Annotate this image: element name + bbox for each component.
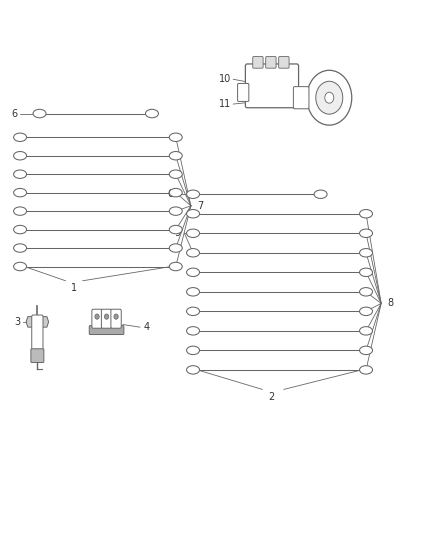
Circle shape [325, 92, 334, 103]
Polygon shape [26, 317, 49, 327]
Circle shape [307, 70, 352, 125]
Ellipse shape [169, 244, 182, 252]
FancyBboxPatch shape [32, 315, 43, 352]
Ellipse shape [14, 133, 27, 141]
Text: 3: 3 [14, 317, 20, 327]
FancyBboxPatch shape [31, 349, 44, 362]
Ellipse shape [360, 346, 372, 354]
FancyBboxPatch shape [266, 56, 276, 68]
Ellipse shape [14, 207, 27, 215]
Ellipse shape [14, 170, 27, 179]
Ellipse shape [360, 307, 372, 316]
Text: 7: 7 [198, 201, 204, 211]
Ellipse shape [187, 190, 200, 198]
Text: 10: 10 [219, 74, 231, 84]
Text: 6: 6 [11, 109, 18, 118]
Ellipse shape [187, 366, 200, 374]
Ellipse shape [14, 225, 27, 234]
Ellipse shape [360, 209, 372, 218]
Ellipse shape [187, 307, 200, 316]
Ellipse shape [187, 229, 200, 238]
Ellipse shape [360, 288, 372, 296]
FancyBboxPatch shape [237, 84, 249, 101]
Ellipse shape [145, 109, 159, 118]
Ellipse shape [360, 229, 372, 238]
Text: 8: 8 [388, 298, 394, 309]
Ellipse shape [33, 109, 46, 118]
Ellipse shape [169, 262, 182, 271]
Text: 2: 2 [268, 392, 274, 402]
Ellipse shape [14, 151, 27, 160]
Ellipse shape [187, 248, 200, 257]
Text: 1: 1 [71, 284, 77, 293]
FancyBboxPatch shape [89, 326, 124, 335]
Text: 4: 4 [143, 322, 149, 332]
FancyBboxPatch shape [253, 56, 263, 68]
Ellipse shape [360, 268, 372, 277]
Ellipse shape [169, 225, 182, 234]
Text: 6: 6 [167, 189, 173, 199]
Circle shape [114, 314, 118, 319]
FancyBboxPatch shape [245, 64, 299, 108]
Circle shape [316, 81, 343, 114]
Ellipse shape [360, 366, 372, 374]
Ellipse shape [169, 170, 182, 179]
Ellipse shape [360, 248, 372, 257]
Ellipse shape [187, 346, 200, 354]
Ellipse shape [187, 209, 200, 218]
FancyBboxPatch shape [279, 56, 289, 68]
Ellipse shape [360, 327, 372, 335]
Ellipse shape [14, 262, 27, 271]
Ellipse shape [187, 327, 200, 335]
Ellipse shape [169, 189, 182, 197]
Ellipse shape [169, 151, 182, 160]
FancyBboxPatch shape [101, 309, 112, 328]
Ellipse shape [314, 190, 327, 198]
FancyBboxPatch shape [92, 309, 102, 328]
FancyBboxPatch shape [293, 87, 309, 109]
Circle shape [104, 314, 109, 319]
FancyBboxPatch shape [111, 309, 121, 328]
Ellipse shape [14, 244, 27, 252]
Ellipse shape [187, 268, 200, 277]
Ellipse shape [187, 288, 200, 296]
Text: 11: 11 [219, 99, 231, 109]
Ellipse shape [14, 189, 27, 197]
Text: 9: 9 [174, 228, 180, 238]
Ellipse shape [169, 207, 182, 215]
Circle shape [95, 314, 99, 319]
Ellipse shape [169, 133, 182, 141]
